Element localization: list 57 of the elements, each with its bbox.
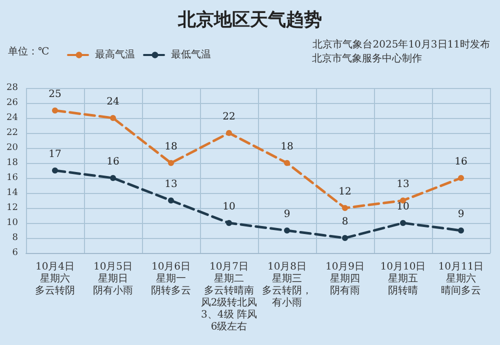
x-tick-label: 10月5日星期日阴有小雨 <box>93 262 133 296</box>
data-label: 18 <box>164 142 178 152</box>
x-tick-label: 10月6日星期一阴转多云 <box>151 262 191 296</box>
x-tick-label: 10月11日星期六晴间多云 <box>438 262 484 296</box>
data-label: 10 <box>222 202 236 212</box>
data-label: 22 <box>222 112 236 122</box>
y-tick-label: 22 <box>6 128 18 138</box>
text: 北京市气象服务中心制作 <box>312 52 422 64</box>
text: 北京市气象台2025年10月3日11时发布 <box>312 38 490 50</box>
y-tick-label: 8 <box>12 233 18 243</box>
point <box>458 175 464 181</box>
data-label: 10 <box>396 202 410 212</box>
point <box>110 115 116 121</box>
data-label: 16 <box>106 156 120 168</box>
x-tick-label: 10月9日星期四阴有雨 <box>325 262 365 296</box>
legend-label: 最高气温 <box>95 48 135 60</box>
chart-title: 北京地区天气趋势 <box>177 10 322 30</box>
data-label: 25 <box>48 89 62 100</box>
data-label: 9 <box>458 209 464 220</box>
y-tick-label: 28 <box>6 83 18 93</box>
y-tick-label: 14 <box>6 188 18 198</box>
data-label: 16 <box>454 156 468 168</box>
y-tick-label: 20 <box>6 143 18 153</box>
x-tick-label: 10月4日星期六多云转阴 <box>35 262 75 296</box>
point <box>226 220 232 226</box>
point <box>52 108 58 114</box>
x-tick-label: 10月10日星期五阴转晴 <box>380 262 426 296</box>
data-label: 17 <box>48 149 62 160</box>
point <box>226 130 232 136</box>
point <box>284 228 290 234</box>
data-label: 9 <box>284 209 290 220</box>
data-label: 24 <box>106 96 120 108</box>
data-label: 8 <box>342 216 348 228</box>
point <box>52 168 58 174</box>
data-label: 13 <box>396 179 410 190</box>
y-tick-label: 12 <box>6 203 18 213</box>
point <box>168 160 174 166</box>
x-tick-label: 10月7日星期二多云转晴南风2级转北风3、4级 阵风6级左右 <box>200 262 258 332</box>
point <box>284 160 290 166</box>
x-tick-label: 10月8日星期三多云转阴，有小雨 <box>262 262 312 308</box>
y-tick-label: 10 <box>6 218 18 228</box>
point <box>342 235 348 241</box>
y-tick-label: 24 <box>6 113 18 123</box>
data-label: 13 <box>164 179 178 190</box>
y-tick-label: 18 <box>6 158 18 168</box>
point <box>168 198 174 204</box>
point <box>342 205 348 211</box>
point <box>110 175 116 181</box>
data-label: 12 <box>338 186 352 198</box>
point <box>458 228 464 234</box>
y-tick-label: 26 <box>6 98 18 108</box>
legend-label: 最低气温 <box>171 48 211 60</box>
data-label: 18 <box>280 142 294 152</box>
y-tick-label: 16 <box>6 173 18 183</box>
point <box>400 220 406 226</box>
y-tick-label: 6 <box>12 248 18 258</box>
text: 单位：℃ <box>8 46 50 58</box>
